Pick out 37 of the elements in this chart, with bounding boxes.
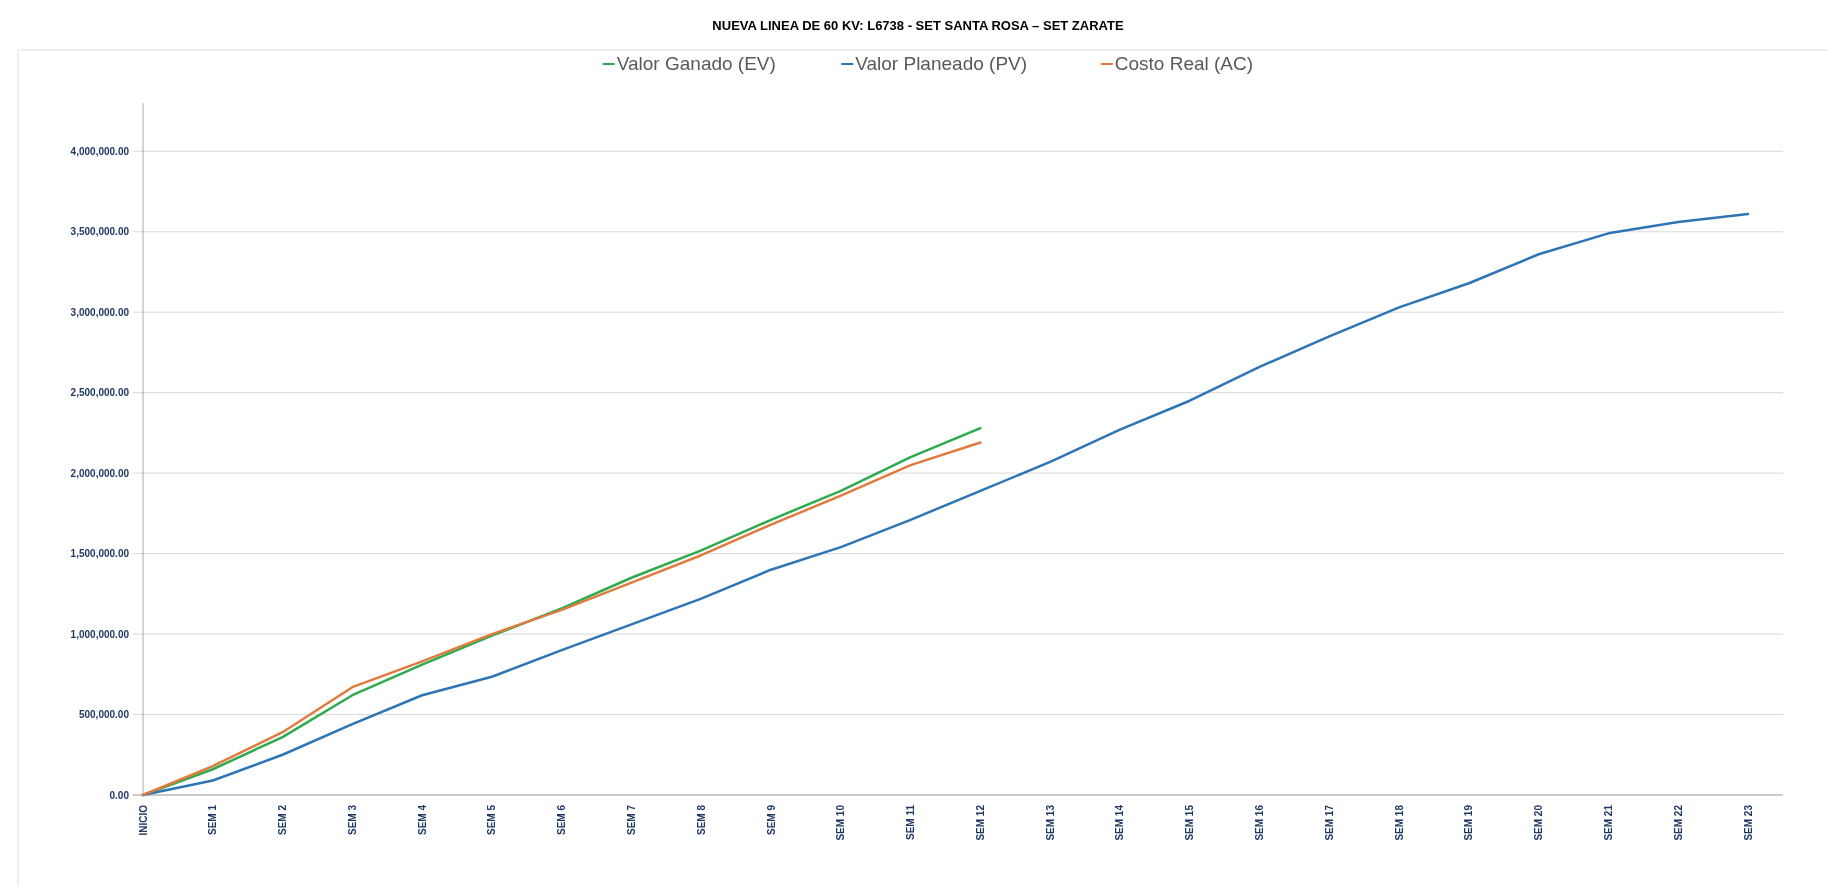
y-tick-label: 4,000,000.00: [70, 145, 130, 157]
y-tick-label: 2,500,000.00: [70, 387, 130, 399]
x-tick-label: SEM 6: [556, 804, 568, 836]
x-tick-label: SEM 11: [905, 804, 917, 841]
x-tick-label: SEM 12: [974, 804, 986, 841]
y-tick-label: 1,000,000.00: [70, 628, 130, 640]
x-tick-label: SEM 23: [1742, 804, 1754, 841]
x-tick-label: SEM 20: [1533, 804, 1545, 841]
x-tick-label: SEM 2: [277, 804, 289, 836]
x-tick-label: SEM 14: [1114, 804, 1126, 841]
x-tick-label: SEM 10: [835, 804, 847, 841]
x-tick-label: SEM 19: [1463, 804, 1475, 841]
x-tick-label: SEM 16: [1254, 804, 1266, 841]
x-tick-label: SEM 7: [625, 804, 637, 836]
x-tick-label: SEM 9: [765, 804, 777, 836]
y-tick-label: 3,000,000.00: [70, 306, 130, 318]
y-tick-label: 3,500,000.00: [70, 226, 130, 238]
x-tick-label: SEM 13: [1044, 804, 1056, 841]
y-tick-label: 2,000,000.00: [70, 467, 130, 479]
x-tick-label: SEM 18: [1393, 804, 1405, 841]
x-tick-label: SEM 8: [695, 804, 707, 836]
y-tick-label: 500,000.00: [78, 709, 130, 721]
x-tick-label: SEM 3: [346, 804, 358, 836]
x-tick-label: SEM 22: [1672, 804, 1684, 841]
x-tick-label: SEM 4: [416, 804, 428, 836]
legend-label: Valor Ganado (EV): [616, 53, 776, 74]
legend-label: Costo Real (AC): [1114, 53, 1254, 74]
x-tick-label: SEM 21: [1602, 804, 1614, 841]
y-tick-label: 0.00: [109, 789, 130, 801]
chart-title: NUEVA LINEA DE 60 KV: L6738 - SET SANTA ROSA – SET ZARATE: [712, 18, 1124, 33]
legend-label: Valor Planeado (PV): [855, 53, 1028, 74]
x-tick-label: SEM 15: [1184, 804, 1196, 841]
x-tick-label: SEM 17: [1323, 804, 1335, 841]
x-tick-label: SEM 1: [207, 804, 219, 836]
y-tick-label: 1,500,000.00: [70, 548, 130, 560]
x-tick-label: SEM 5: [486, 804, 498, 836]
x-tick-label: INICIO: [137, 804, 149, 836]
